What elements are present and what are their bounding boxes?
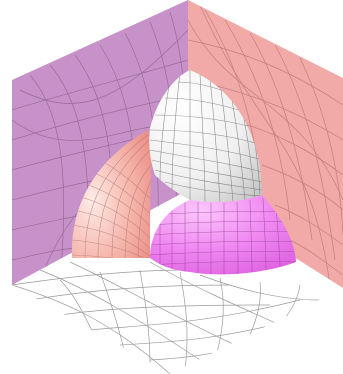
front-sphere: [150, 195, 296, 275]
right-wall: [188, 0, 343, 288]
top-sphere: [149, 70, 262, 203]
floor-grid: [12, 261, 321, 374]
